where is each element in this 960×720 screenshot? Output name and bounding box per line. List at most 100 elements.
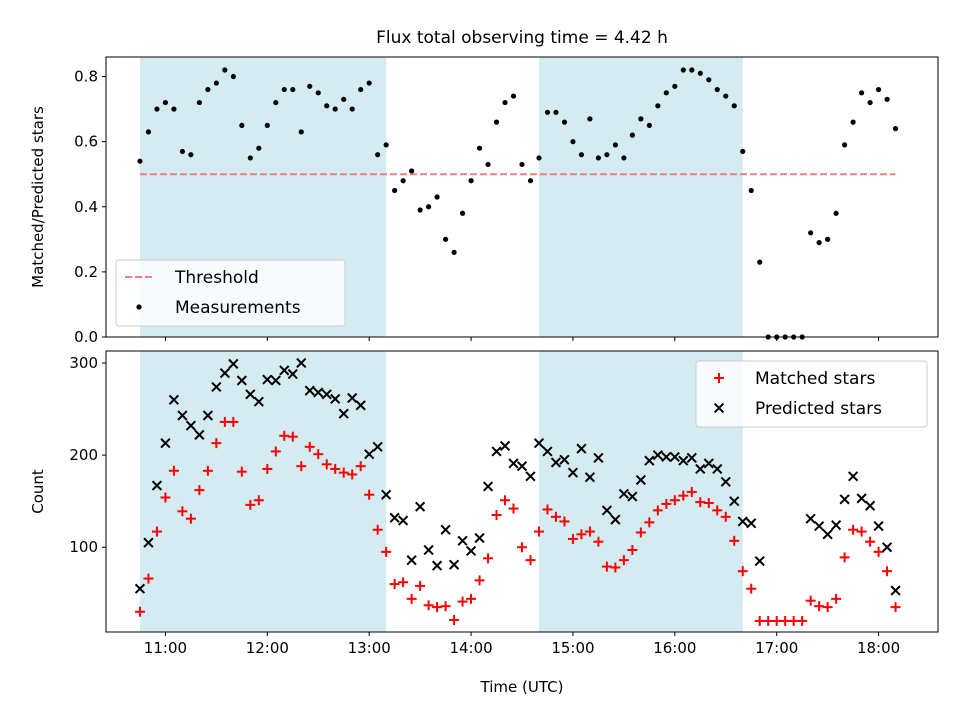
- measurements-point-43: [502, 99, 508, 106]
- bottom-y-tick-label: 200: [69, 446, 98, 464]
- predicted-stars-point-2-b: [151, 480, 163, 491]
- measurements-point-62: [663, 90, 669, 96]
- x-tick-label: 11:00: [144, 639, 187, 657]
- matched-stars-point-61: [652, 505, 663, 516]
- predicted-stars-point-81-b: [864, 500, 876, 511]
- matched-stars-point-63: [669, 495, 680, 506]
- matched-stars-point-77: [788, 615, 799, 626]
- predicted-stars-point-2: [151, 480, 163, 491]
- predicted-stars-point-38-b: [457, 535, 468, 546]
- measurements-point-64: [680, 67, 686, 73]
- matched-stars-point-74: [763, 615, 774, 626]
- predicted-stars-point-0-b: [134, 583, 146, 594]
- predicted-stars-point-56-b: [610, 514, 621, 525]
- measurements-point-47: [536, 155, 542, 161]
- predicted-stars-point-27-b: [364, 449, 375, 460]
- matched-stars-point-67: [703, 498, 714, 509]
- predicted-stars-point-20-b: [304, 385, 315, 396]
- measurements-point-6: [188, 152, 194, 158]
- predicted-stars-point-70: [729, 496, 740, 507]
- predicted-stars-point-25: [347, 392, 358, 404]
- predicted-stars-point-76: [822, 529, 833, 540]
- predicted-stars-point-49: [550, 457, 562, 468]
- matched-stars-point-21: [313, 449, 324, 460]
- matched-stars-point-41: [483, 553, 494, 564]
- matched-stars-point-80: [814, 601, 825, 612]
- measurements-point-81: [825, 236, 831, 242]
- predicted-stars-point-16: [270, 375, 281, 386]
- predicted-stars-point-18-b: [287, 368, 298, 380]
- matched-stars-point-40: [474, 575, 485, 586]
- predicted-stars-point-49-b: [550, 457, 562, 468]
- measurements-point-63: [672, 83, 678, 89]
- matched-stars-point-0: [134, 606, 145, 617]
- top-y-tick-label: 0.8: [74, 68, 98, 86]
- predicted-stars-point-63: [669, 451, 680, 463]
- measurements-point-7: [196, 99, 202, 106]
- measurements-point-35: [434, 194, 440, 200]
- x-tick-label: 15:00: [551, 639, 594, 657]
- measurements-point-37: [451, 249, 457, 255]
- measurements-point-39: [468, 178, 474, 184]
- matched-stars-point-1: [143, 573, 154, 584]
- predicted-stars-point-10: [219, 368, 230, 379]
- measurements-point-24: [341, 96, 347, 102]
- predicted-stars-point-10-b: [219, 368, 230, 379]
- x-tick-label: 13:00: [348, 639, 391, 657]
- predicted-stars-point-75-b: [814, 520, 825, 532]
- matched-stars-point-58: [627, 545, 638, 556]
- measurements-point-57: [621, 155, 627, 161]
- measurements-point-53: [587, 116, 593, 122]
- predicted-stars-point-68: [712, 463, 723, 475]
- predicted-stars-point-59: [635, 474, 646, 486]
- matched-stars-point-12: [236, 466, 247, 477]
- top-legend-box: [115, 259, 346, 327]
- matched-stars-point-13: [245, 499, 256, 510]
- bottom-series-matched-stars: [134, 416, 901, 626]
- matched-stars-point-4: [168, 465, 179, 476]
- predicted-stars-point-64: [678, 455, 689, 466]
- predicted-stars-point-44-b: [508, 458, 519, 469]
- predicted-stars-point-15-b: [262, 374, 273, 385]
- top-y-tick-label: 0.4: [74, 198, 98, 216]
- predicted-stars-point-78-b: [839, 494, 850, 505]
- predicted-stars-point-45-b: [516, 461, 528, 472]
- predicted-stars-point-66-b: [695, 463, 706, 475]
- matched-stars-point-78: [797, 615, 808, 626]
- predicted-stars-point-17-b: [279, 365, 290, 376]
- measurements-point-56: [612, 142, 618, 148]
- matched-stars-point-48: [542, 504, 553, 515]
- predicted-stars-point-30-b: [389, 512, 400, 523]
- predicted-stars-point-4-b: [168, 394, 180, 405]
- matched-stars-point-43: [500, 495, 511, 506]
- predicted-stars-point-31-b: [398, 515, 409, 526]
- predicted-stars-point-41: [482, 481, 494, 492]
- chart-title: Flux total observing time = 4.42 h: [376, 28, 668, 48]
- predicted-stars-point-20: [304, 385, 315, 396]
- x-tick-label: 16:00: [653, 639, 696, 657]
- matched-stars-point-69: [720, 511, 731, 522]
- measurements-point-18: [290, 86, 296, 93]
- measurements-point-34: [426, 204, 432, 210]
- predicted-stars-point-25-b: [347, 392, 358, 404]
- predicted-stars-point-74-b: [805, 513, 816, 524]
- predicted-stars-point-56: [610, 514, 621, 525]
- predicted-stars-point-50: [559, 454, 570, 465]
- measurements-point-5: [179, 148, 186, 155]
- measurements-point-44: [510, 93, 517, 99]
- measurements-point-19: [298, 129, 304, 135]
- matched-stars-point-79: [805, 595, 816, 606]
- predicted-stars-point-13: [245, 389, 256, 400]
- bottom-shaded-interval-0: [139, 351, 387, 632]
- predicted-stars-point-64-b: [678, 455, 689, 466]
- measurements-point-29: [383, 142, 389, 148]
- matched-stars-point-15: [262, 463, 273, 474]
- matched-stars-point-3: [160, 492, 171, 503]
- matched-stars-point-68: [712, 505, 723, 516]
- measurements-point-49: [553, 109, 559, 115]
- predicted-stars-point-9: [211, 381, 222, 393]
- matched-stars-point-25: [347, 469, 358, 480]
- matched-stars-point-76: [780, 615, 791, 626]
- matched-stars-point-49: [550, 511, 561, 522]
- predicted-stars-point-16-b: [270, 375, 281, 386]
